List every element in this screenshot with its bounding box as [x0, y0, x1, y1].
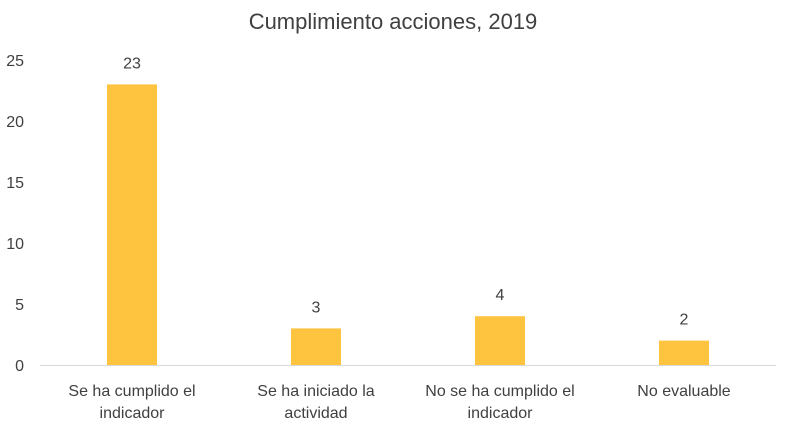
bar: [659, 340, 709, 365]
y-tick-label: 0: [15, 358, 24, 375]
chart-title: Cumplimiento acciones, 2019: [249, 9, 538, 34]
bar: [107, 84, 157, 366]
y-tick-label: 25: [6, 53, 24, 70]
x-axis-labels: Se ha cumplido el indicador Se ha iniciado…: [68, 383, 730, 422]
x-tick-label: No evaluable: [637, 383, 731, 400]
y-tick-label: 20: [6, 114, 24, 131]
y-tick-label: 15: [6, 175, 24, 192]
x-tick-label: actividad: [284, 405, 347, 422]
x-tick-label: No se ha cumplido el: [425, 383, 574, 400]
y-tick-label: 10: [6, 236, 24, 253]
x-tick-label: indicador: [468, 405, 534, 422]
x-tick-label: Se ha iniciado la: [257, 383, 375, 400]
x-tick-label: indicador: [100, 405, 166, 422]
data-label: 3: [312, 299, 321, 316]
y-tick-label: 5: [15, 297, 24, 314]
data-label: 23: [123, 55, 141, 72]
x-tick-label: Se ha cumplido el: [68, 383, 195, 400]
bar: [291, 328, 341, 365]
data-labels-group: 23 3 4 2: [123, 55, 688, 328]
data-label: 4: [496, 287, 505, 304]
y-axis-ticks: 0 5 10 15 20 25: [6, 53, 24, 375]
data-label: 2: [680, 312, 689, 329]
bar: [475, 316, 525, 365]
bars-group: [107, 84, 709, 366]
